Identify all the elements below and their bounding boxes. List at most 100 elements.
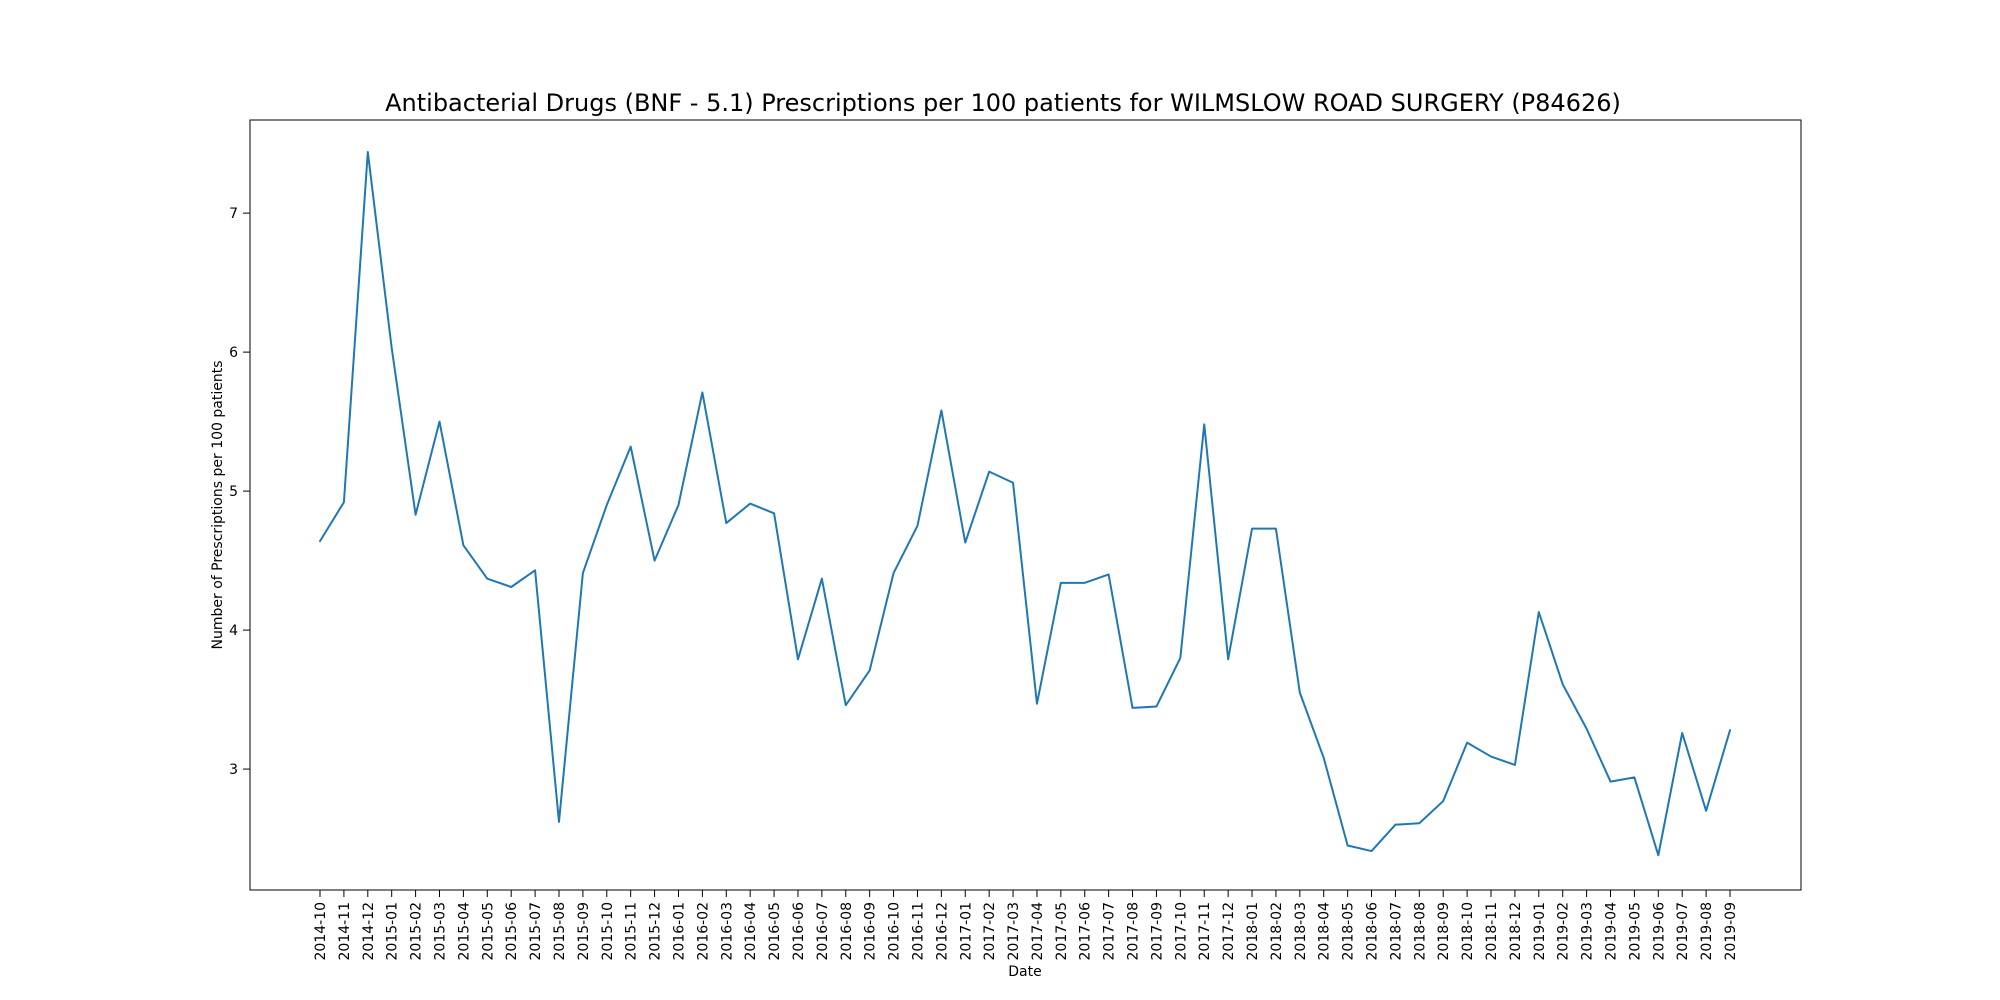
x-tick-label: 2017-11 <box>1197 902 1213 961</box>
x-tick-label: 2018-10 <box>1460 902 1476 961</box>
data-point <box>915 524 919 528</box>
data-point <box>605 503 609 507</box>
data-point <box>1011 481 1015 485</box>
plot-area-frame <box>249 119 1802 891</box>
data-point <box>724 521 728 525</box>
data-point <box>557 820 561 824</box>
x-axis: 2014-10 2014-11 2014-12 2015-01 2015-02 2015-… <box>313 890 1739 961</box>
x-tick-label: 2018-11 <box>1484 902 1500 961</box>
x-tick-label: 2018-01 <box>1245 902 1261 961</box>
x-tick-label: 2015-01 <box>385 902 401 961</box>
x-tick-label: 2016-03 <box>719 902 735 961</box>
x-tick-label: 2017-09 <box>1149 902 1165 961</box>
x-tick-label: 2018-06 <box>1365 902 1381 961</box>
data-point <box>366 150 370 154</box>
x-tick-label: 2015-12 <box>648 902 664 961</box>
x-tick-label: 2015-02 <box>409 902 425 961</box>
x-tick-label: 2019-08 <box>1699 902 1715 961</box>
data-point <box>1417 821 1421 825</box>
x-tick-label: 2016-04 <box>743 902 759 961</box>
x-tick-label: 2016-10 <box>887 902 903 961</box>
data-point <box>533 568 537 572</box>
x-tick-label: 2017-03 <box>1006 902 1022 961</box>
y-tick-label: 3 <box>229 762 238 778</box>
y-tick-label: 6 <box>229 345 238 361</box>
x-tick-label: 2015-03 <box>432 902 448 961</box>
x-tick-label: 2015-11 <box>624 902 640 961</box>
data-point <box>844 703 848 707</box>
data-point <box>1107 572 1111 576</box>
data-point <box>318 539 322 543</box>
x-tick-label: 2018-02 <box>1269 902 1285 961</box>
x-tick-label: 2017-08 <box>1126 902 1142 961</box>
x-tick-label: 2016-09 <box>863 902 879 961</box>
x-tick-label: 2016-07 <box>815 902 831 961</box>
data-point <box>868 668 872 672</box>
x-tick-label: 2015-10 <box>600 902 616 961</box>
data-point <box>1370 849 1374 853</box>
x-tick-label: 2016-11 <box>910 902 926 961</box>
x-tick-label: 2019-01 <box>1532 902 1548 961</box>
data-point <box>1035 702 1039 706</box>
data-point <box>748 502 752 506</box>
data-point <box>1178 656 1182 660</box>
x-tick-label: 2014-10 <box>313 902 329 961</box>
y-axis: 3 4 5 6 7 <box>229 206 250 778</box>
x-tick-label: 2015-07 <box>528 902 544 961</box>
x-tick-label: 2019-07 <box>1675 902 1691 961</box>
x-tick-label: 2018-12 <box>1508 902 1524 961</box>
series-line <box>319 150 1731 857</box>
x-tick-label: 2017-04 <box>1030 902 1046 961</box>
data-point <box>1561 682 1565 686</box>
x-tick-label: 2016-12 <box>934 902 950 961</box>
y-tick-label: 4 <box>229 623 238 639</box>
data-point <box>772 511 776 515</box>
data-point <box>1274 527 1278 531</box>
data-point <box>509 585 513 589</box>
data-point <box>1346 844 1350 848</box>
data-point <box>1585 727 1589 731</box>
data-point <box>1059 581 1063 585</box>
x-tick-label: 2018-04 <box>1317 902 1333 961</box>
x-tick-label: 2017-10 <box>1173 902 1189 961</box>
data-point <box>1680 731 1684 735</box>
x-tick-label: 2018-09 <box>1436 902 1452 961</box>
x-tick-label: 2017-01 <box>958 902 974 961</box>
data-point <box>437 420 441 424</box>
data-point <box>892 571 896 575</box>
data-point <box>1322 756 1326 760</box>
x-tick-label: 2017-06 <box>1078 902 1094 961</box>
y-axis-label: Number of Prescriptions per 100 patients <box>210 361 226 650</box>
data-point <box>1226 657 1230 661</box>
x-axis-label: Date <box>1008 964 1041 980</box>
x-tick-label: 2014-12 <box>361 902 377 961</box>
x-tick-label: 2015-05 <box>480 902 496 961</box>
data-point <box>820 577 824 581</box>
data-point <box>939 408 943 412</box>
x-tick-label: 2019-02 <box>1556 902 1572 961</box>
data-points <box>318 150 1732 857</box>
x-tick-label: 2017-02 <box>982 902 998 961</box>
x-tick-label: 2016-05 <box>767 902 783 961</box>
data-point <box>342 500 346 504</box>
x-tick-label: 2016-08 <box>839 902 855 961</box>
y-tick-label: 5 <box>229 484 238 500</box>
x-tick-label: 2018-05 <box>1341 902 1357 961</box>
data-point <box>1704 809 1708 813</box>
x-tick-label: 2019-09 <box>1723 902 1739 961</box>
x-tick-label: 2018-03 <box>1293 902 1309 961</box>
data-point <box>1131 706 1135 710</box>
data-point <box>1632 775 1636 779</box>
data-point <box>1513 763 1517 767</box>
x-tick-label: 2019-03 <box>1580 902 1596 961</box>
data-point <box>485 577 489 581</box>
data-point <box>1154 705 1158 709</box>
x-tick-label: 2018-08 <box>1412 902 1428 961</box>
data-point <box>1609 780 1613 784</box>
data-point <box>414 513 418 517</box>
x-tick-label: 2019-05 <box>1627 902 1643 961</box>
data-point <box>461 543 465 547</box>
y-tick-label: 7 <box>229 206 238 222</box>
data-point <box>653 559 657 563</box>
